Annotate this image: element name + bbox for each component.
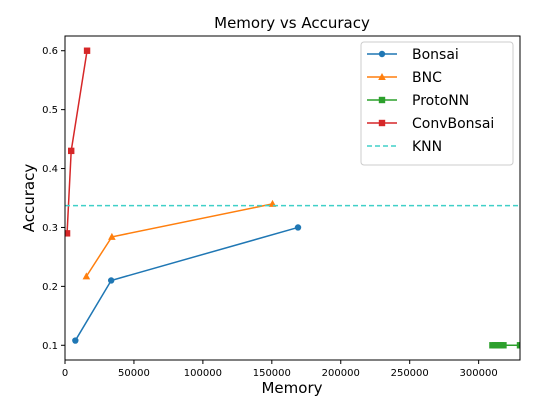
legend-label: ConvBonsai bbox=[412, 116, 494, 132]
series-protonn bbox=[489, 342, 520, 349]
x-tick-label: 0 bbox=[62, 368, 68, 379]
chart-title: Memory vs Accuracy bbox=[214, 14, 370, 32]
x-axis-ticks: 0 50000 100000 150000 200000 250000 300000 bbox=[62, 360, 498, 379]
legend-marker bbox=[378, 119, 386, 127]
y-tick-label: 0.4 bbox=[42, 164, 58, 175]
y-tick-label: 0.6 bbox=[42, 46, 58, 57]
y-axis-ticks: 0.1 0.2 0.3 0.4 0.5 0.6 bbox=[42, 46, 65, 352]
legend-item-bnc: BNC bbox=[367, 70, 442, 86]
legend-box bbox=[360, 41, 514, 166]
bonsai-point bbox=[294, 224, 302, 231]
series-convbonsai bbox=[65, 47, 91, 237]
plot-frame bbox=[64, 35, 521, 361]
series-bonsai bbox=[72, 224, 302, 344]
bnc-point bbox=[108, 232, 116, 240]
x-tick-label: 100000 bbox=[184, 368, 222, 379]
protonn-point bbox=[500, 342, 507, 349]
series-bnc bbox=[82, 199, 277, 280]
x-tick-label: 300000 bbox=[460, 368, 498, 379]
bonsai-point bbox=[72, 337, 79, 344]
y-tick-label: 0.1 bbox=[42, 341, 58, 352]
legend-label: Bonsai bbox=[412, 47, 459, 63]
x-tick-label: 250000 bbox=[391, 368, 429, 379]
legend-marker bbox=[378, 96, 386, 104]
convbonsai-point bbox=[68, 147, 75, 155]
x-axis-label: Memory bbox=[261, 379, 322, 397]
bnc-line bbox=[85, 203, 273, 277]
bonsai-line bbox=[74, 226, 299, 341]
bnc-point bbox=[82, 272, 91, 280]
legend-label: KNN bbox=[412, 139, 442, 155]
series-layer bbox=[65, 47, 520, 349]
legend-item-convbonsai: ConvBonsai bbox=[367, 116, 494, 132]
legend-item-knn: KNN bbox=[367, 139, 442, 155]
y-tick-label: 0.3 bbox=[42, 223, 58, 234]
legend-label: BNC bbox=[412, 70, 442, 86]
legend: Bonsai BNC ProtoNN ConvBonsai KNN bbox=[360, 41, 514, 166]
legend-marker bbox=[378, 73, 386, 80]
x-tick-label: 150000 bbox=[253, 368, 291, 379]
bonsai-point bbox=[107, 277, 115, 284]
protonn-point bbox=[516, 342, 520, 349]
legend-label: ProtoNN bbox=[412, 93, 469, 109]
legend-marker bbox=[378, 50, 386, 58]
y-axis-label: Accuracy bbox=[20, 164, 38, 233]
x-tick-label: 200000 bbox=[322, 368, 360, 379]
legend-item-bonsai: Bonsai bbox=[367, 47, 459, 63]
y-tick-label: 0.5 bbox=[42, 105, 58, 116]
y-tick-label: 0.2 bbox=[42, 282, 58, 293]
convbonsai-point bbox=[65, 230, 71, 237]
convbonsai-point bbox=[83, 47, 91, 54]
x-tick-label: 50000 bbox=[118, 368, 150, 379]
legend-item-protonn: ProtoNN bbox=[367, 93, 469, 109]
